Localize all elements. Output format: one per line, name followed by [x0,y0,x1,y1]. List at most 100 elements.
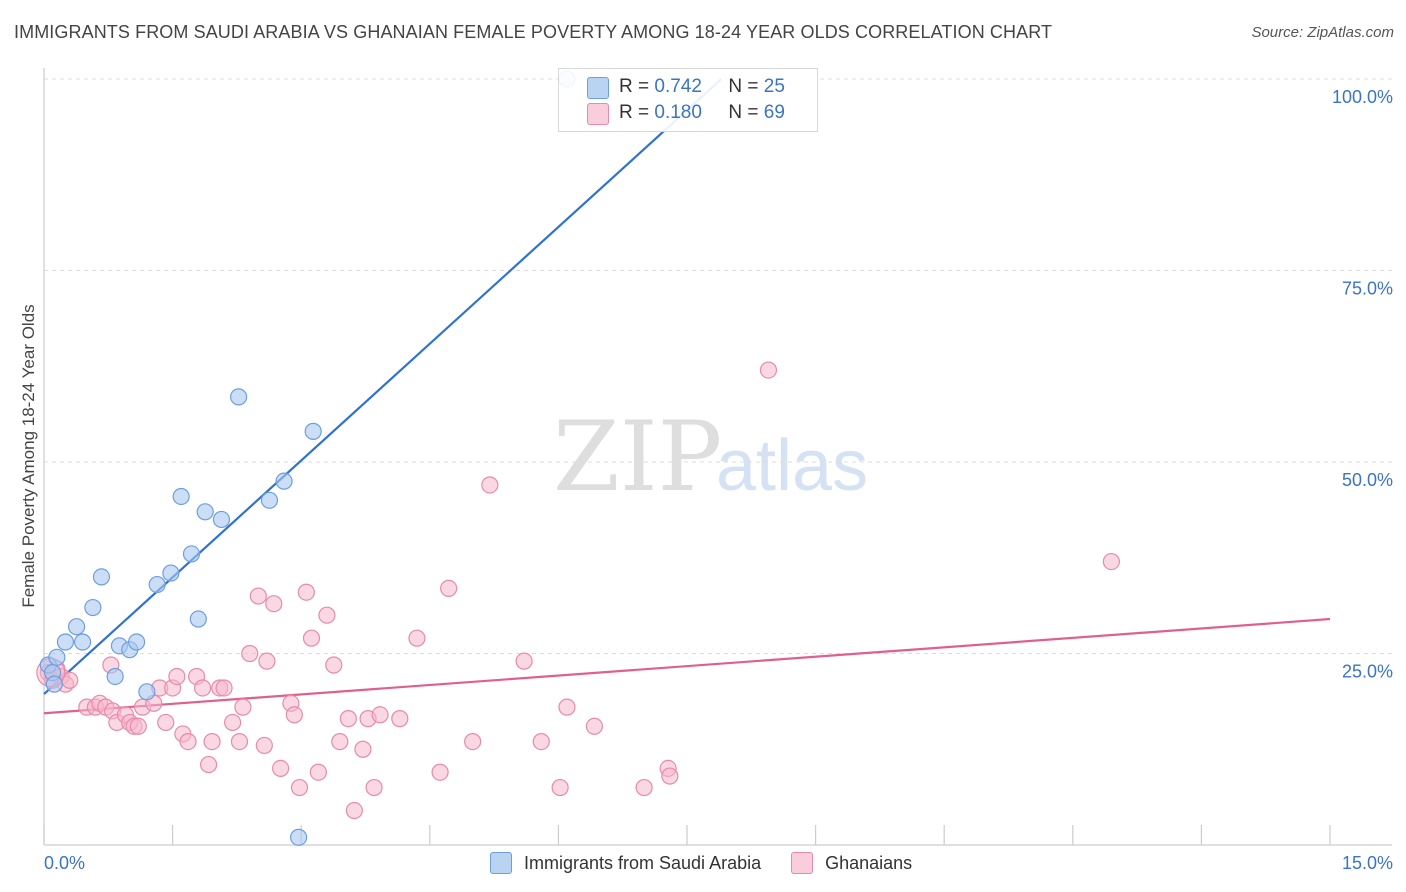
ghanaians-trend-line [43,617,1331,715]
n-key: N = [728,102,759,123]
saudi-point [45,675,63,693]
ghanaians-point [515,652,533,670]
ghanaians-point [440,579,458,597]
x-tick-label: 0.0% [44,853,85,873]
saudi-point [84,598,102,617]
saudi-point [172,487,190,506]
legend-swatch-pink [587,103,609,125]
n-value-ghanaians: 69 [763,102,785,123]
saudi-point [48,648,66,666]
ghanaians-point [759,361,778,379]
ghanaians-point [215,679,233,697]
ghanaians-point [585,717,604,735]
ghanaians-point [234,698,252,716]
y-tick-label: 50.0% [1342,470,1393,490]
ghanaians-point [339,710,357,728]
legend-row-saudi: R = 0.742 N = 25 [587,75,785,99]
ghanaians-point [157,713,175,732]
saudi-point [127,633,146,651]
saudi-point [260,491,279,509]
ghanaians-point [230,732,249,751]
legend-item-ghanaians: Ghanaians [791,852,912,874]
saudi-point [290,828,308,846]
ghanaians-point [255,736,273,755]
saudi-point [56,633,75,651]
saudi-trend-line [43,78,723,695]
y-tick-label: 100.0% [1332,87,1393,107]
watermark-zip: ZIP [553,401,722,513]
ghanaians-point [318,606,336,624]
grid [44,78,1392,654]
ghanaians-point [532,732,550,751]
ghanaians-point [558,698,576,716]
saudi-point [212,510,231,529]
legend-swatch-blue [490,852,512,874]
legend-item-saudi: Immigrants from Saudi Arabia [490,852,761,874]
ghanaians-point [290,778,309,797]
ghanaians-point [431,763,449,781]
chart-title: IMMIGRANTS FROM SAUDI ARABIA VS GHANAIAN… [14,22,1053,42]
ghanaians-point [345,801,363,820]
saudi-point [196,503,214,521]
saudi-point [230,388,248,406]
ghanaians-point [408,629,426,647]
y-tick-label: 75.0% [1342,279,1393,299]
ghanaians-point [285,706,303,724]
correlation-legend: R = 0.742 N = 25 R = 0.180 N = 69 [558,68,818,132]
saudi-points [39,70,576,846]
saudi-point [162,564,180,582]
tick-labels: 25.0% 50.0% 75.0% 100.0% 0.0% 15.0% [44,87,1393,873]
source-label: Source: ZipAtlas.com [1251,24,1394,41]
ghanaians-point [194,679,212,697]
legend-row-ghanaians: R = 0.180 N = 69 [587,101,785,125]
watermark-atlas: atlas [716,426,868,506]
legend-swatch-blue [587,77,609,99]
ghanaians-point [302,629,321,647]
ghanaians-point [265,595,283,613]
r-key: R = [619,102,650,123]
ghanaians-point [297,583,315,601]
saudi-point [67,618,86,636]
saudi-point [73,633,92,651]
ghanaians-point [129,717,147,735]
r-value-saudi: 0.742 [654,76,702,97]
ghanaians-point [365,778,383,797]
n-key: N = [728,76,759,97]
legend-swatch-pink [791,852,814,874]
ghanaians-point [224,713,242,732]
ghanaians-point [203,732,221,751]
ghanaians-point [354,740,372,758]
ghanaians-point [371,706,389,724]
ghanaians-point [1102,552,1120,571]
x-tick-label: 15.0% [1342,853,1393,873]
saudi-point [275,472,293,490]
legend-label-ghanaians: Ghanaians [825,852,913,873]
y-tick-label: 25.0% [1342,662,1393,682]
saudi-point [148,575,166,594]
ghanaians-point [272,759,290,778]
saudi-point [92,568,111,586]
r-key: R = [619,76,650,97]
watermark: ZIP atlas [553,401,868,513]
ghanaians-point [168,667,186,686]
saudi-point [304,422,322,440]
ghanaians-point [661,767,679,785]
saudi-point [189,610,207,628]
ghanaians-point [258,652,276,670]
ghanaians-point [481,476,499,494]
axes [43,68,1392,846]
series-legend: Immigrants from Saudi Arabia Ghanaians [490,852,942,874]
r-value-ghanaians: 0.180 [654,102,702,123]
saudi-point [182,545,201,563]
ghanaians-point [309,763,327,781]
ghanaians-point [551,778,569,797]
ghanaians-point [179,732,197,751]
ghanaians-point [331,732,349,751]
ghanaians-point [241,644,259,663]
ghanaians-point [325,656,343,674]
saudi-point [138,683,156,701]
ghanaians-point [464,732,482,751]
ghanaians-point [391,710,409,728]
y-axis-label: Female Poverty Among 18-24 Year Olds [19,304,38,607]
